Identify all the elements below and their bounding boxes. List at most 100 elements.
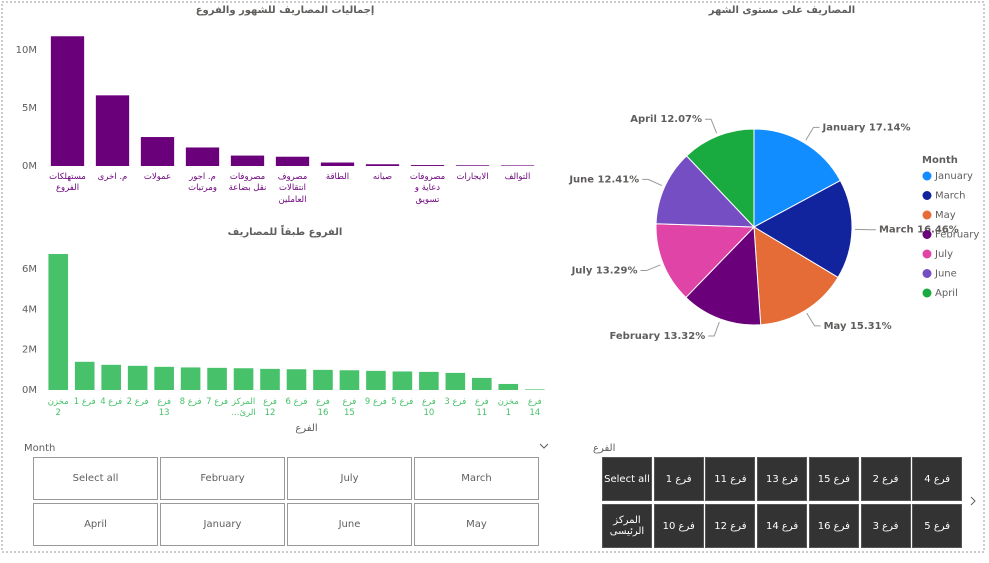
slicer-button[interactable]: Select all xyxy=(33,457,158,500)
slicer-button[interactable]: فرع 13 xyxy=(757,457,808,501)
y-tick-label: 0M xyxy=(22,385,37,396)
legend-label: May xyxy=(935,210,956,221)
bar xyxy=(233,368,254,390)
x-tick-label-box: فرع 6 xyxy=(285,397,308,407)
x-tick-label-box: فرع 1 xyxy=(74,397,96,407)
slicer-button-box: March xyxy=(414,457,539,500)
slicer-button[interactable]: فرع 10 xyxy=(653,504,704,548)
x-tick-label: فرع 7 xyxy=(206,397,229,407)
leader-line xyxy=(640,264,661,272)
x-tick-label-box: فرع 3 xyxy=(444,397,466,407)
x-tick-label: فرع 15 xyxy=(342,397,357,419)
legend-swatch xyxy=(922,288,932,298)
x-tick-label: التوالف xyxy=(504,172,531,182)
slicer-button[interactable]: Select all xyxy=(602,457,652,501)
data-label: March 16.46% xyxy=(879,225,959,236)
x-tick-label: م. اجور ومرتبات xyxy=(188,172,217,194)
slicer-button[interactable]: February xyxy=(160,457,285,500)
bar xyxy=(365,164,400,166)
x-tick-label-box: فرع 9 xyxy=(364,397,387,407)
x-tick-label: فرع 5 xyxy=(391,397,414,407)
x-tick-label-box: فرع 10 xyxy=(421,397,436,419)
y-tick-label: 0M xyxy=(22,161,37,172)
x-tick-label-box: فرع 5 xyxy=(391,397,414,407)
y-tick-label: 10M xyxy=(16,45,37,56)
slicer-button-box: فرع 2 xyxy=(860,457,911,501)
leader-line xyxy=(642,178,663,187)
slicer-button[interactable]: March xyxy=(414,457,539,500)
slicer-button[interactable]: فرع 5 xyxy=(912,504,963,548)
x-tick-label: مخزن 2 xyxy=(47,397,69,419)
bar xyxy=(366,370,386,390)
bar xyxy=(48,254,69,390)
slicer-button[interactable]: فرع 3 xyxy=(860,504,911,548)
slicer-button[interactable]: June xyxy=(287,503,412,546)
bar xyxy=(127,365,148,390)
bar xyxy=(185,147,220,166)
bar xyxy=(392,371,413,390)
bar xyxy=(260,368,280,390)
x-tick-label-box: فرع 2 xyxy=(126,397,149,407)
slicer-button[interactable]: July xyxy=(287,457,412,500)
x-tick-label: فرع 14 xyxy=(527,397,542,419)
slicer-button[interactable]: فرع 14 xyxy=(757,504,808,548)
x-tick-label-box: م. اخرى xyxy=(98,172,128,182)
x-tick-label-box: مصروفات نقل بضاعة xyxy=(228,172,267,194)
slicer-button[interactable]: January xyxy=(160,503,285,546)
next-arrow[interactable] xyxy=(970,496,976,506)
chart-title: إجماليات المصاريف للشهور والفروع xyxy=(196,5,375,16)
slicer-button[interactable]: April xyxy=(33,503,158,546)
slicer-button[interactable]: فرع 12 xyxy=(705,504,756,548)
bar xyxy=(101,364,121,390)
slicer-button[interactable]: المركز الرئيسى xyxy=(602,504,652,548)
bar xyxy=(154,366,174,390)
x-tick-label: فرع 6 xyxy=(285,397,308,407)
slicer-button-box: April xyxy=(33,503,158,546)
slicer-button-box: فرع 1 xyxy=(653,457,704,501)
y-tick-label: 5M xyxy=(22,103,37,114)
slicer-button[interactable]: فرع 4 xyxy=(912,457,963,501)
x-tick-label-box: فرع 12 xyxy=(263,397,277,418)
slicer-button-box: May xyxy=(414,503,539,546)
x-tick-label: فرع 8 xyxy=(179,397,202,407)
x-tick-label-box: الايجارات xyxy=(456,172,488,182)
bar xyxy=(180,367,201,390)
x-tick-label: فرع 10 xyxy=(421,397,436,419)
slicer-chevron[interactable] xyxy=(539,443,549,449)
x-tick-label: فرع 9 xyxy=(364,397,387,407)
slicer-button[interactable]: فرع 1 xyxy=(653,457,704,501)
slicer-button[interactable]: May xyxy=(414,503,539,546)
x-tick-label-box: عمولات xyxy=(144,172,171,182)
slicer-button[interactable]: فرع 11 xyxy=(705,457,756,501)
bar xyxy=(339,370,360,390)
slicer-button-box: Select all xyxy=(602,457,652,501)
chart-title: المصاريف على مستوى الشهر xyxy=(708,5,855,16)
x-tick-label-box: فرع 7 xyxy=(206,397,229,407)
pie-slice xyxy=(685,128,755,229)
data-label: May 15.31% xyxy=(824,321,892,332)
slicer-button[interactable]: فرع 16 xyxy=(808,504,859,548)
bar xyxy=(74,361,95,390)
y-tick-label: 2M xyxy=(22,345,37,356)
x-tick-label: فرع 4 xyxy=(100,397,123,407)
x-tick-label-box: فرع 16 xyxy=(316,397,330,418)
x-tick-label: فرع 2 xyxy=(126,397,149,407)
legend-label: July xyxy=(934,249,953,260)
x-tick-label-box: فرع 15 xyxy=(342,397,357,419)
slicer-button[interactable]: فرع 2 xyxy=(860,457,911,501)
x-tick-label-box: التوالف xyxy=(504,172,531,182)
x-tick-label-box: الطاقة xyxy=(325,172,350,182)
pie-slice xyxy=(752,179,853,279)
slicer-button[interactable]: فرع 15 xyxy=(808,457,859,501)
x-tick-label-box: فرع 4 xyxy=(100,397,123,407)
legend-label: February xyxy=(935,230,979,241)
pie-slice xyxy=(753,128,841,228)
x-tick-label-box: مصروف انتقالات العاملين xyxy=(278,172,308,205)
slicer-button-box: Select all xyxy=(33,457,158,500)
x-tick-label: الطاقة xyxy=(325,172,350,182)
bar xyxy=(230,155,265,166)
x-tick-label-box: فرع 11 xyxy=(475,397,489,418)
x-tick-label: مصروفات نقل بضاعة xyxy=(228,172,267,194)
slicer-button-box: June xyxy=(287,503,412,546)
data-label: February 13.32% xyxy=(609,331,705,342)
